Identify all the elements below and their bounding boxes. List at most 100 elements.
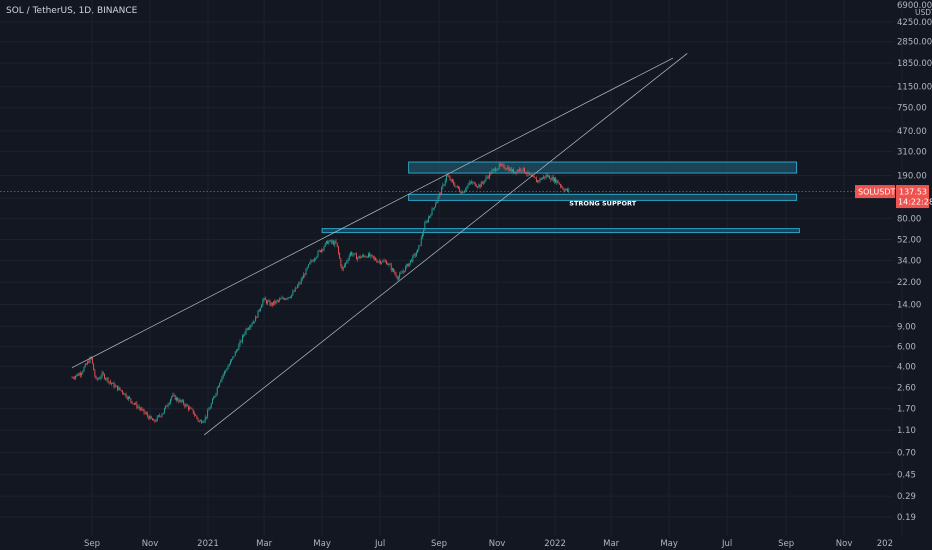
- candle-body: [195, 414, 197, 416]
- candle-body: [317, 251, 319, 257]
- candle-body: [208, 409, 210, 411]
- candle-body: [112, 382, 114, 384]
- candle-body: [144, 412, 146, 414]
- candle-body: [252, 321, 254, 324]
- candle-body: [497, 168, 499, 170]
- candle-body: [364, 255, 366, 258]
- candle-body: [529, 174, 531, 176]
- x-tick-label: 2021: [197, 539, 219, 549]
- candle-body: [160, 416, 162, 417]
- candle-body: [154, 419, 156, 422]
- candle-body: [245, 328, 247, 334]
- candle-body: [187, 406, 189, 410]
- candle-body: [289, 297, 291, 299]
- candle-body: [564, 189, 566, 191]
- candle-body: [84, 363, 86, 368]
- candle-body: [495, 168, 497, 172]
- candle-body: [288, 297, 290, 298]
- candle-body: [103, 374, 105, 379]
- candle-body: [537, 180, 539, 182]
- candle-body: [331, 241, 333, 243]
- candle-body: [318, 250, 320, 252]
- candle-body: [95, 376, 97, 379]
- candle-body: [239, 340, 241, 345]
- y-tick-label: 1850.00: [897, 59, 932, 69]
- candle-body: [391, 268, 393, 271]
- candle-body: [419, 244, 421, 246]
- candle-body: [367, 253, 369, 258]
- candle-body: [198, 420, 200, 422]
- y-tick-label: 2.60: [897, 384, 916, 394]
- candle-body: [516, 170, 518, 173]
- candle-body: [351, 252, 353, 255]
- y-tick-label: 1150.00: [897, 83, 932, 93]
- x-tick-label: May: [313, 539, 331, 549]
- candle-body: [295, 287, 297, 289]
- candle-body: [469, 181, 471, 183]
- candle-countdown: 14:22:28: [898, 198, 932, 207]
- candle-body: [395, 273, 397, 277]
- candle-body: [125, 393, 127, 398]
- candle-body: [203, 420, 205, 423]
- candle-body: [505, 168, 507, 170]
- candle-body: [568, 189, 570, 192]
- candle-body: [78, 373, 80, 376]
- candle-body: [385, 261, 387, 265]
- symbol-badge: [855, 185, 895, 199]
- candle-body: [427, 217, 429, 222]
- candle-body: [72, 377, 74, 379]
- candle-body: [397, 277, 399, 279]
- candle-body: [178, 400, 180, 402]
- candle-body: [477, 186, 479, 188]
- candle-body: [262, 299, 264, 306]
- candle-body: [111, 382, 113, 384]
- candle-body: [306, 267, 308, 269]
- candle-body: [114, 385, 116, 388]
- candle-body: [142, 408, 144, 410]
- candle-body: [197, 418, 199, 421]
- candle-body: [503, 164, 505, 169]
- candle-body: [496, 169, 498, 172]
- candle-body: [549, 175, 551, 179]
- candle-body: [214, 395, 216, 398]
- candle-body: [91, 357, 93, 364]
- x-tick-label: Jul: [721, 539, 732, 549]
- candle-body: [433, 207, 435, 209]
- candle-body: [431, 208, 433, 216]
- candle-body: [539, 178, 541, 182]
- candle-body: [117, 385, 119, 391]
- candle-body: [322, 249, 324, 250]
- candle-body: [244, 333, 246, 336]
- candle-body: [407, 264, 409, 267]
- candle-body: [310, 260, 312, 263]
- trendline: [71, 57, 674, 368]
- candle-body: [179, 399, 181, 402]
- candle-body: [491, 170, 493, 174]
- candle-body: [370, 254, 372, 257]
- last-price-value: 137.53: [899, 188, 927, 197]
- candle-body: [328, 241, 330, 244]
- candle-body: [405, 266, 407, 272]
- y-tick-label: 4250.00: [897, 18, 932, 28]
- candle-body: [559, 184, 561, 187]
- candle-body: [479, 184, 481, 188]
- candle-body: [517, 170, 519, 171]
- candle-body: [105, 378, 107, 380]
- grid-lines: [0, 0, 903, 536]
- candle-body: [77, 374, 79, 376]
- candle-body: [96, 378, 98, 380]
- candle-body: [129, 396, 131, 399]
- candle-body: [507, 167, 509, 169]
- candle-body: [177, 397, 179, 401]
- candle-body: [411, 260, 413, 262]
- candle-body: [191, 408, 193, 410]
- candle-body: [375, 258, 377, 261]
- candle-body: [118, 387, 120, 391]
- candle-body: [501, 164, 503, 166]
- candle-body: [240, 340, 242, 342]
- candle-body: [312, 260, 314, 262]
- candle-body: [342, 266, 344, 270]
- y-tick-label: 0.29: [897, 492, 916, 502]
